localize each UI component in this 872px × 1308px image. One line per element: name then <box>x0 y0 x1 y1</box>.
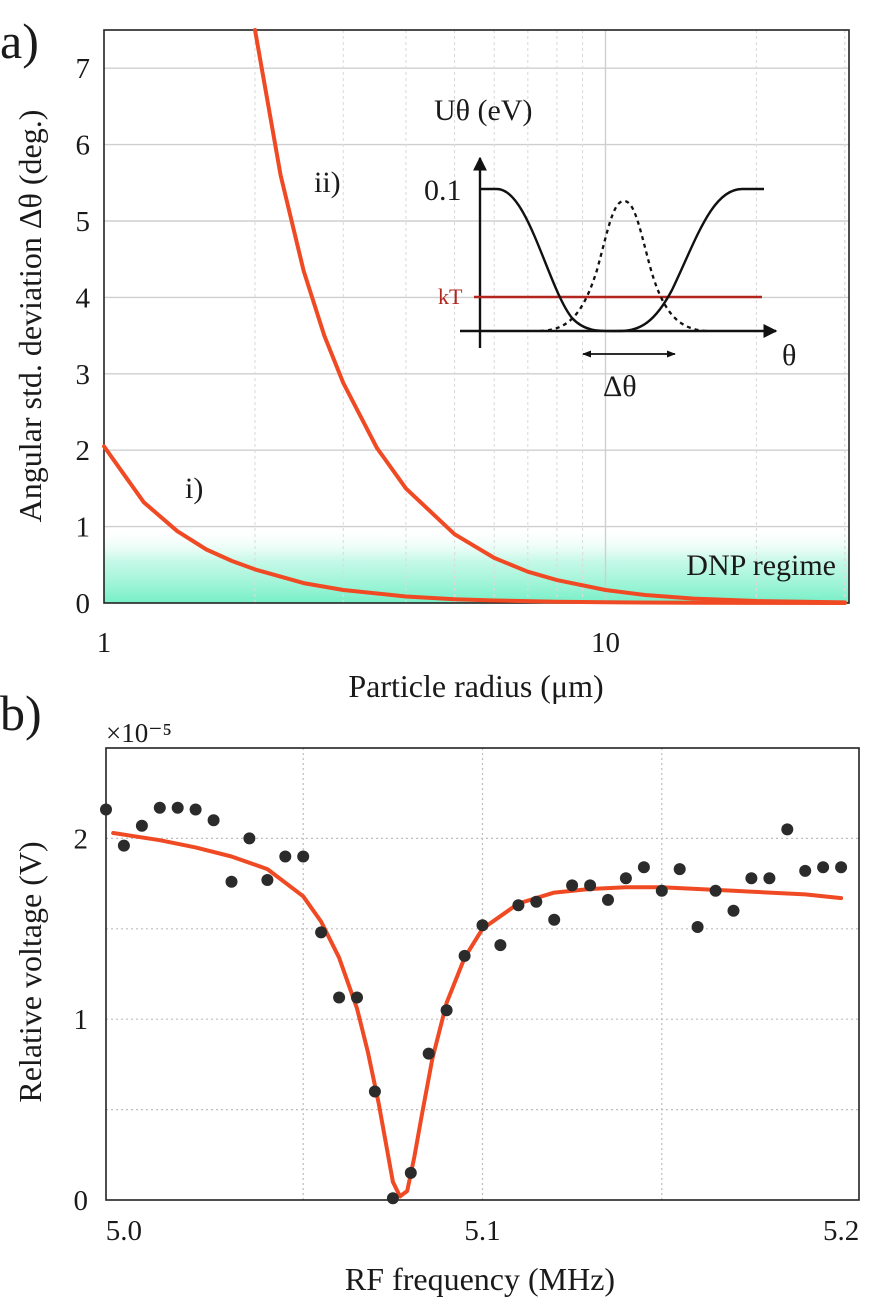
b-ytick-label: 2 <box>74 823 89 855</box>
b-data-point <box>440 1004 453 1017</box>
a-ytick-label: 4 <box>76 282 91 314</box>
panel-a-xticks: 1 10 <box>97 627 620 659</box>
b-data-point <box>476 919 489 932</box>
panel-a-plot-area <box>104 30 849 603</box>
b-data-point <box>333 991 346 1004</box>
b-data-point <box>584 879 597 892</box>
b-data-point <box>781 823 794 836</box>
b-data-point <box>404 1166 417 1179</box>
a-ytick-label: 5 <box>76 206 91 238</box>
inset-xlabel: θ <box>782 339 796 372</box>
a-xtick-label: 10 <box>591 627 620 659</box>
b-data-point <box>817 861 830 874</box>
panel-a-series <box>102 28 847 605</box>
panel-a-frame <box>103 29 850 604</box>
b-data-point <box>279 850 292 863</box>
b-data-point <box>673 863 686 876</box>
panel-a-label: a) <box>0 13 39 69</box>
b-data-point <box>763 872 776 885</box>
b-data-point <box>386 1192 399 1205</box>
panel-b-ylabel: Relative voltage (V) <box>12 841 48 1102</box>
b-data-point <box>619 872 632 885</box>
b-xtick-label: 5.0 <box>106 1215 142 1247</box>
b-data-point <box>458 949 471 962</box>
b-data-point <box>799 864 812 877</box>
panel-b-xlabel: RF frequency (MHz) <box>345 1261 615 1297</box>
panel-a-yticks: 0 1 2 3 4 5 6 7 <box>76 53 91 620</box>
b-data-point <box>297 850 310 863</box>
a-series-curve-i <box>102 444 847 605</box>
dnp-regime-label: DNP regime <box>686 549 836 582</box>
panel-b: b) ×10⁻⁵ 0 1 2 5.0 5.1 5.2 RF frequency (MHz… <box>0 685 860 1297</box>
b-data-point <box>261 874 274 886</box>
b-data-point <box>835 861 848 874</box>
b-data-point <box>655 884 668 897</box>
potential-inset: Uθ (eV) 0.1 kT θ Δθ <box>424 94 796 403</box>
panel-b-label: b) <box>0 685 42 741</box>
panel-b-yticks: 0 1 2 <box>74 823 89 1217</box>
b-data-point <box>530 895 543 908</box>
kt-label: kT <box>438 284 463 309</box>
b-data-point <box>494 939 507 952</box>
b-data-point <box>171 801 184 814</box>
b-data-point <box>512 899 525 912</box>
b-ytick-label: 0 <box>74 1185 89 1217</box>
b-ytick-label: 1 <box>74 1004 89 1036</box>
b-data-point <box>368 1085 381 1098</box>
b-data-point <box>602 893 614 906</box>
a-ytick-label: 7 <box>76 53 91 85</box>
inset-width-label: Δθ <box>603 370 637 403</box>
b-data-point <box>243 832 256 845</box>
panel-b-series <box>100 801 848 1205</box>
b-xtick-label: 5.2 <box>823 1215 859 1247</box>
dnp-regime-band <box>104 527 849 603</box>
inset-ylabel: Uθ (eV) <box>434 94 533 127</box>
b-data-point <box>637 861 650 874</box>
b-data-point <box>709 884 722 897</box>
b-data-point <box>691 921 704 933</box>
panel-b-xticks: 5.0 5.1 5.2 <box>106 1215 859 1247</box>
b-data-point <box>189 803 202 816</box>
a-ytick-label: 3 <box>76 359 91 391</box>
series-ii-label: ii) <box>314 166 341 199</box>
inset-top-level-label: 0.1 <box>424 174 462 207</box>
b-xtick-label: 5.1 <box>464 1215 500 1247</box>
b-data-point <box>351 991 363 1004</box>
potential-curve <box>480 187 764 333</box>
panel-a-xlabel: Particle radius (μm) <box>348 668 603 704</box>
b-data-point <box>422 1047 435 1060</box>
a-ytick-label: 1 <box>76 512 91 544</box>
b-data-point <box>153 801 166 814</box>
b-data-point <box>315 926 328 939</box>
a-series-curve-ii <box>253 28 847 605</box>
series-i-label: i) <box>185 472 203 505</box>
panel-a-ylabel: Angular std. deviation Δθ (deg.) <box>12 110 48 523</box>
a-ytick-label: 6 <box>76 130 91 162</box>
b-data-point <box>225 875 238 888</box>
panel-b-frame <box>105 747 860 1201</box>
panel-b-multiplier: ×10⁻⁵ <box>106 718 172 748</box>
a-ytick-label: 0 <box>76 588 91 620</box>
b-data-point <box>566 879 579 892</box>
b-data-point <box>100 803 112 816</box>
b-data-point <box>117 839 130 852</box>
a-xtick-label: 1 <box>97 627 112 659</box>
b-data-point <box>727 904 740 917</box>
b-data-point <box>548 913 561 926</box>
b-data-point <box>135 819 148 832</box>
b-data-point <box>745 872 758 885</box>
b-data-point <box>207 814 220 827</box>
a-ytick-label: 2 <box>76 435 91 467</box>
